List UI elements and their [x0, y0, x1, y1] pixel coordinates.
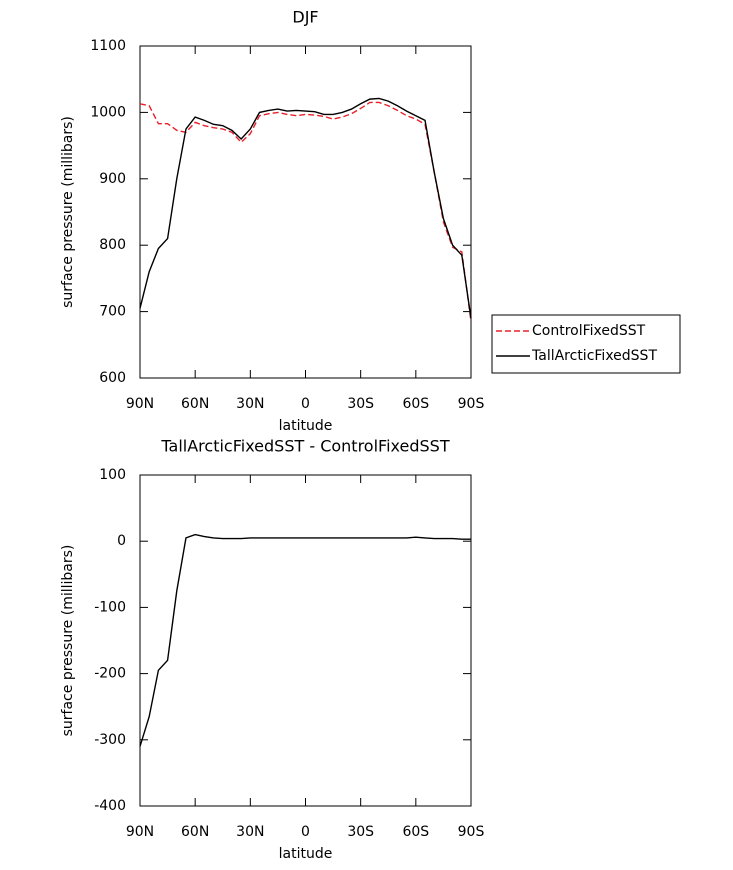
x-tick-label: 30N: [236, 396, 264, 412]
y-axis-label: surface pressure (millibars): [60, 116, 76, 308]
y-tick-label: -300: [94, 732, 126, 748]
y-tick-label: -400: [94, 798, 126, 814]
x-tick-label: 60S: [402, 824, 429, 840]
y-tick-label: 900: [99, 171, 126, 187]
y-tick-label: 100: [99, 467, 126, 483]
y-tick-label: 1100: [90, 38, 126, 54]
x-tick-label: 60N: [181, 824, 209, 840]
y-tick-label: 800: [99, 237, 126, 253]
legend-label: TallArcticFixedSST: [531, 348, 657, 364]
x-axis-label: latitude: [279, 846, 333, 862]
x-tick-label: 0: [301, 396, 310, 412]
series-line: [139, 97, 472, 319]
y-tick-label: -200: [94, 666, 126, 682]
x-tick-label: 60S: [402, 396, 429, 412]
x-axis-label: latitude: [279, 418, 333, 434]
plot-frame: [139, 474, 472, 807]
legend-box: [491, 314, 681, 374]
series-line: [139, 533, 471, 747]
x-tick-label: 90S: [458, 396, 485, 412]
plot-frame: [139, 45, 472, 379]
legend-label: ControlFixedSST: [532, 323, 646, 339]
x-tick-label: 60N: [181, 396, 209, 412]
chart-title: DJF: [292, 8, 318, 27]
y-tick-label: -100: [94, 599, 126, 615]
y-tick-label: 0: [117, 533, 126, 549]
x-tick-label: 90N: [126, 824, 154, 840]
y-tick-label: 1000: [90, 104, 126, 120]
x-tick-label: 30N: [236, 824, 264, 840]
x-tick-label: 30S: [347, 396, 374, 412]
y-tick-label: 700: [99, 304, 126, 320]
series-line: [139, 101, 472, 322]
y-tick-label: 600: [99, 370, 126, 386]
x-tick-label: 90S: [458, 824, 485, 840]
x-tick-label: 0: [301, 824, 310, 840]
x-tick-label: 90N: [126, 396, 154, 412]
chart-title: TallArcticFixedSST - ControlFixedSST: [160, 437, 449, 456]
y-axis-label: surface pressure (millibars): [60, 545, 76, 737]
x-tick-label: 30S: [347, 824, 374, 840]
